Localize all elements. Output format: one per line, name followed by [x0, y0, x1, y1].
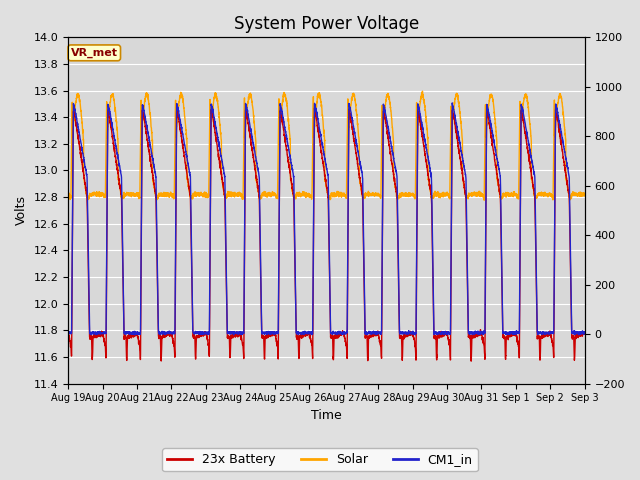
23x Battery: [581, 330, 589, 336]
Solar: [442, 190, 450, 196]
CM1_in: [413, 145, 421, 151]
CM1_in: [157, 330, 165, 336]
Line: Solar: Solar: [68, 91, 585, 200]
X-axis label: Time: Time: [311, 409, 342, 422]
23x Battery: [413, 135, 421, 141]
Title: System Power Voltage: System Power Voltage: [234, 15, 419, 33]
CM1_in: [472, 329, 479, 335]
CM1_in: [580, 331, 588, 337]
CM1_in: [449, 100, 456, 106]
CM1_in: [581, 330, 589, 336]
Solar: [419, 88, 426, 94]
Solar: [64, 191, 72, 197]
23x Battery: [472, 332, 479, 337]
CM1_in: [64, 331, 72, 336]
Legend: 23x Battery, Solar, CM1_in: 23x Battery, Solar, CM1_in: [163, 448, 477, 471]
Solar: [581, 191, 589, 197]
Text: VR_met: VR_met: [71, 48, 118, 58]
23x Battery: [311, 105, 319, 111]
Solar: [472, 192, 479, 198]
23x Battery: [157, 358, 165, 364]
Y-axis label: Volts: Volts: [15, 195, 28, 226]
23x Battery: [442, 329, 450, 335]
CM1_in: [442, 331, 450, 336]
Line: 23x Battery: 23x Battery: [68, 108, 585, 361]
Line: CM1_in: CM1_in: [68, 103, 585, 335]
23x Battery: [307, 337, 315, 343]
CM1_in: [412, 332, 419, 338]
23x Battery: [64, 328, 72, 334]
Solar: [413, 127, 421, 133]
23x Battery: [157, 355, 165, 361]
23x Battery: [580, 331, 588, 336]
Solar: [157, 193, 165, 199]
Solar: [580, 193, 588, 199]
CM1_in: [307, 330, 315, 336]
Solar: [481, 197, 488, 203]
Solar: [307, 193, 315, 199]
